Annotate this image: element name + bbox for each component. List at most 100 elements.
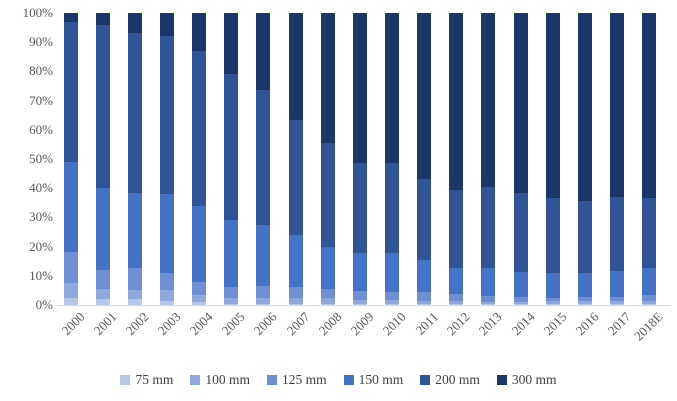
legend-swatch-100-mm: [190, 375, 201, 385]
legend-item-150-mm: 150 mm: [343, 372, 403, 388]
segment-150-mm-2009: [352, 253, 367, 291]
x-label-2000: 2000: [58, 309, 88, 338]
bar-2014: [513, 13, 528, 305]
bar-2016: [577, 13, 592, 305]
segment-150-mm-2015: [545, 272, 560, 298]
legend-item-300-mm: 300 mm: [496, 372, 557, 388]
legend: 75 mm 100 mm 125 mm 150 mm 200 mm 300 mm: [0, 372, 677, 388]
x-label-2018E: 2018E: [631, 309, 666, 344]
segment-75-mm-2001: [95, 299, 110, 305]
legend-swatch-300-mm: [496, 375, 507, 385]
segment-75-mm-2004: [192, 302, 207, 305]
bar-2007: [288, 13, 303, 305]
segment-300-mm-2008: [320, 13, 335, 143]
y-tick-70%: 70%: [29, 92, 53, 108]
segment-100-mm-2014: [513, 302, 528, 305]
segment-300-mm-2002: [127, 13, 142, 34]
segment-125-mm-2002: [127, 268, 142, 291]
segment-125-mm-2014: [513, 297, 528, 303]
segment-100-mm-2000: [63, 283, 78, 298]
segment-125-mm-2007: [288, 287, 303, 298]
segment-200-mm-2018E: [642, 198, 657, 269]
segment-75-mm-2008: [320, 303, 335, 305]
x-label-2004: 2004: [186, 309, 216, 338]
x-label-2016: 2016: [572, 309, 602, 338]
segment-300-mm-2005: [224, 13, 239, 75]
bar-2011: [417, 13, 432, 305]
segment-125-mm-2010: [385, 292, 399, 300]
segment-75-mm-2000: [63, 297, 78, 305]
segment-125-mm-2006: [256, 286, 271, 298]
segment-100-mm-2013: [481, 301, 496, 305]
segment-125-mm-2003: [159, 272, 174, 291]
legend-label: 75 mm: [135, 372, 174, 387]
y-tick-20%: 20%: [29, 238, 53, 254]
segment-150-mm-2002: [127, 192, 142, 269]
segment-75-mm-2006: [256, 303, 271, 305]
segment-200-mm-2013: [481, 187, 496, 268]
bar-2012: [449, 13, 464, 305]
segment-75-mm-2003: [159, 300, 174, 305]
segment-100-mm-2011: [417, 300, 432, 305]
x-axis-labels: 2000 2001 2002 2003 2004 2005 2006 2007 2008 2009…: [58, 309, 666, 344]
legend-label: 200 mm: [435, 372, 480, 387]
x-axis-line: [57, 305, 671, 306]
segment-125-mm-2000: [63, 252, 78, 284]
legend-label: 100 mm: [205, 372, 250, 387]
segment-75-mm-2018E: [642, 304, 657, 305]
segment-200-mm-2003: [159, 36, 174, 195]
segment-125-mm-2008: [320, 288, 335, 298]
bar-2009: [352, 13, 367, 305]
segment-300-mm-2015: [545, 13, 560, 199]
segment-75-mm-2007: [288, 303, 303, 305]
x-label-2012: 2012: [443, 309, 473, 338]
segment-200-mm-2017: [610, 196, 625, 271]
x-label-2008: 2008: [315, 309, 345, 338]
bar-2018E: [642, 13, 657, 305]
legend-item-75-mm: 75 mm: [120, 372, 173, 388]
segment-150-mm-2017: [610, 270, 625, 298]
segment-100-mm-2015: [545, 301, 560, 305]
segment-100-mm-2007: [288, 297, 303, 304]
segment-150-mm-2013: [481, 267, 496, 296]
segment-300-mm-2012: [449, 13, 464, 190]
segment-75-mm-2005: [224, 303, 239, 305]
segment-100-mm-2016: [577, 301, 592, 305]
segment-150-mm-2000: [63, 161, 78, 253]
x-label-2007: 2007: [283, 309, 313, 338]
legend-label: 300 mm: [511, 372, 557, 387]
segment-75-mm-2012: [449, 304, 464, 305]
segment-200-mm-2009: [352, 162, 367, 254]
segment-125-mm-2001: [95, 269, 110, 289]
segment-100-mm-2006: [256, 297, 271, 304]
legend-label: 125 mm: [281, 372, 327, 387]
segment-75-mm-2017: [610, 304, 625, 305]
segment-75-mm-2002: [127, 299, 142, 305]
segment-300-mm-2003: [159, 13, 174, 37]
y-axis: 100% 90% 80% 70% 60% 50% 40% 30% 20% 10% 0%: [0, 0, 53, 330]
segment-300-mm-2017: [610, 13, 625, 197]
bar-2004: [192, 13, 207, 305]
segment-125-mm-2011: [417, 291, 432, 301]
segment-125-mm-2017: [610, 297, 625, 302]
bar-2000: [63, 13, 78, 305]
x-label-2015: 2015: [540, 309, 570, 338]
segment-150-mm-2006: [256, 224, 271, 286]
segment-150-mm-2004: [192, 205, 207, 282]
x-label-2006: 2006: [251, 309, 281, 338]
segment-300-mm-2007: [288, 13, 303, 120]
legend-item-125-mm: 125 mm: [266, 372, 327, 388]
segment-75-mm-2013: [481, 304, 496, 305]
segment-125-mm-2015: [545, 297, 560, 302]
segment-100-mm-2018E: [642, 300, 657, 305]
y-tick-0%: 0%: [35, 297, 53, 312]
segment-200-mm-2015: [545, 198, 560, 273]
segment-200-mm-2005: [224, 74, 239, 221]
y-tick-40%: 40%: [29, 180, 53, 196]
segment-150-mm-2011: [417, 259, 432, 292]
y-tick-80%: 80%: [29, 63, 53, 79]
segment-75-mm-2009: [352, 304, 367, 305]
segment-75-mm-2011: [417, 304, 432, 305]
segment-100-mm-2003: [159, 290, 174, 301]
